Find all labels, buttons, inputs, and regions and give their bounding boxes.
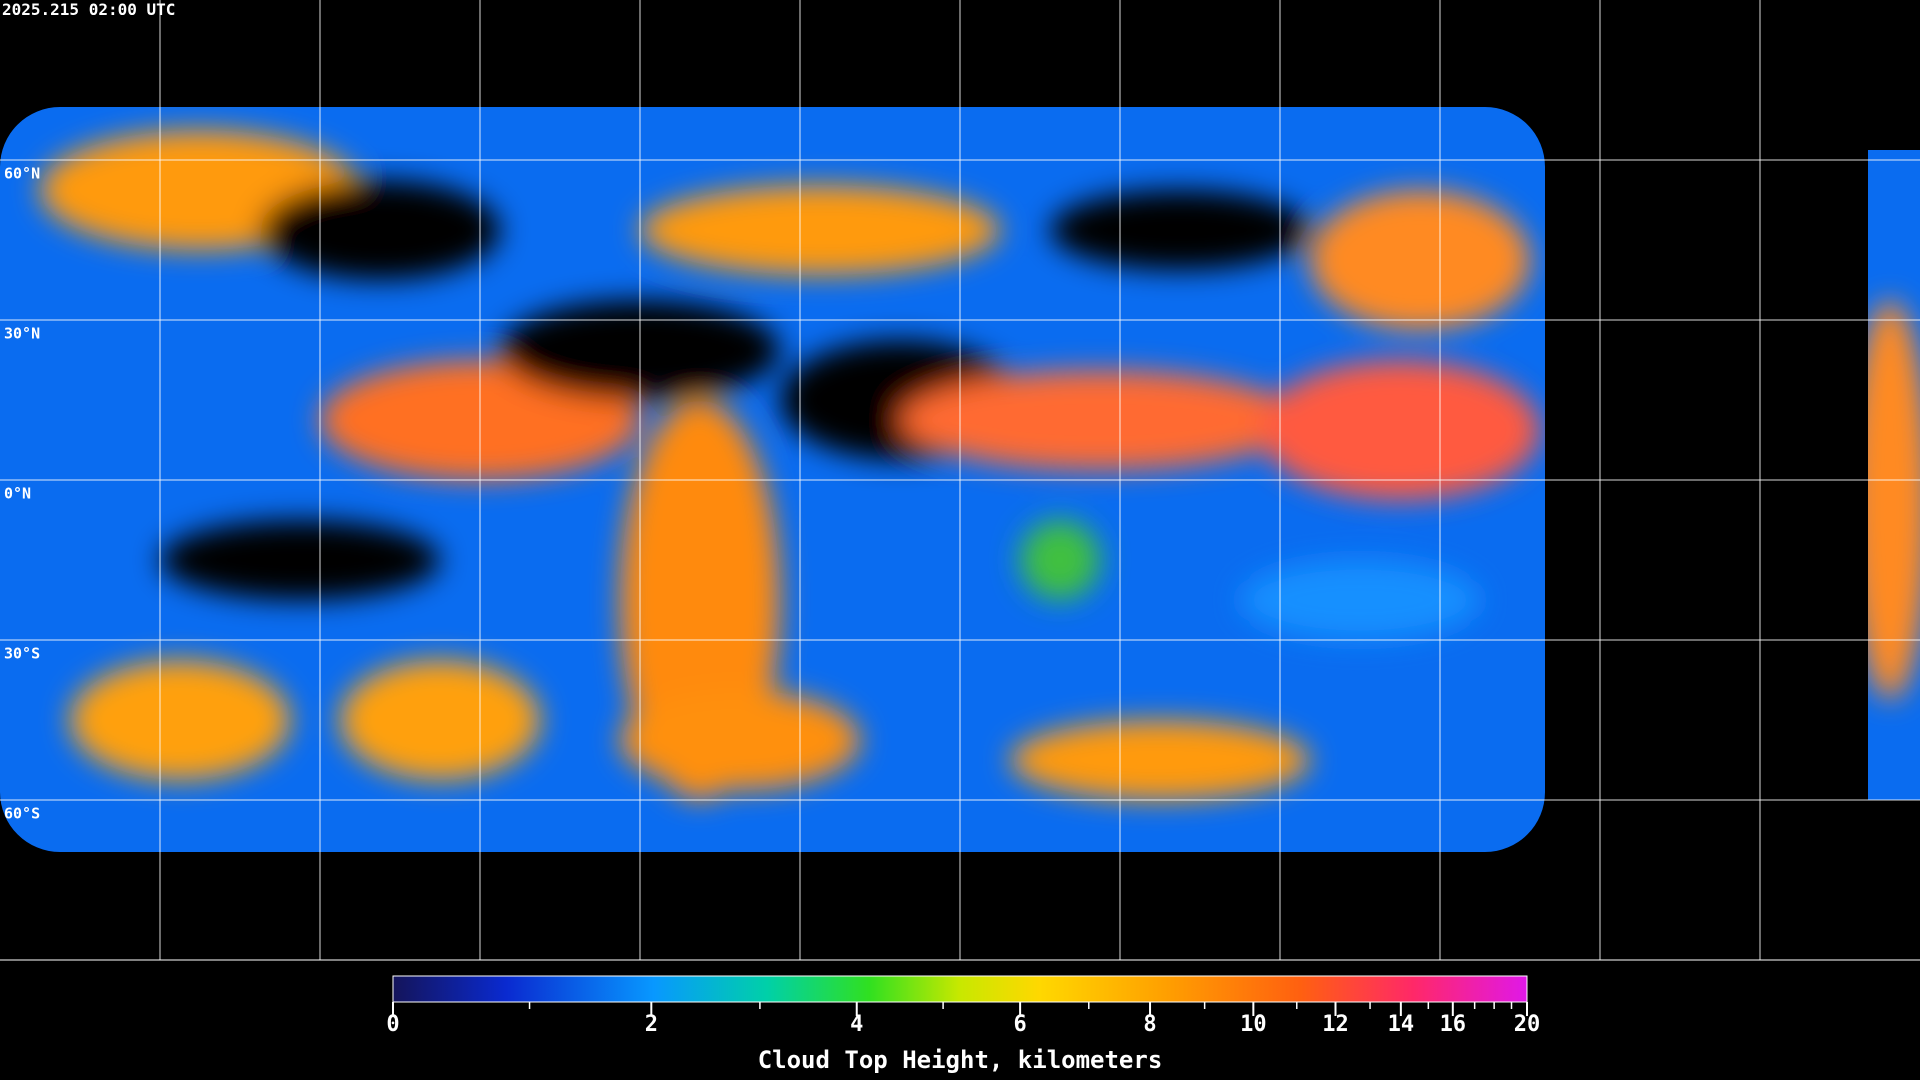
colorbar-ticks: 0 2 4 6 8 10 12 14 16 20: [386, 1002, 1540, 1037]
lat-label: 0°N: [4, 485, 31, 503]
colorbar-tick-label: 16: [1440, 1012, 1467, 1037]
colorbar-label: Cloud Top Height, kilometers: [758, 1046, 1163, 1074]
colorbar-tick-label: 6: [1013, 1012, 1026, 1037]
lat-label: 60°N: [4, 165, 40, 183]
colorbar-tick-label: 8: [1143, 1012, 1156, 1037]
lat-label: 60°S: [4, 805, 40, 823]
colorbar-tick-label: 2: [645, 1012, 658, 1037]
lat-label: 30°N: [4, 325, 40, 343]
colorbar-tick-label: 20: [1514, 1012, 1541, 1037]
timestamp: 2025.215 02:00 UTC: [2, 0, 175, 19]
graticule: 60°N 30°N 0°N 30°S 60°S: [0, 0, 1920, 961]
lat-label: 30°S: [4, 645, 40, 663]
colorbar-tick-label: 10: [1240, 1012, 1267, 1037]
colorbar-tick-label: 4: [850, 1012, 863, 1037]
colorbar-tick-label: 12: [1322, 1012, 1349, 1037]
colorbar: [392, 975, 1528, 1003]
colorbar-tick-label: 0: [386, 1012, 399, 1037]
colorbar-tick-label: 14: [1388, 1012, 1415, 1037]
